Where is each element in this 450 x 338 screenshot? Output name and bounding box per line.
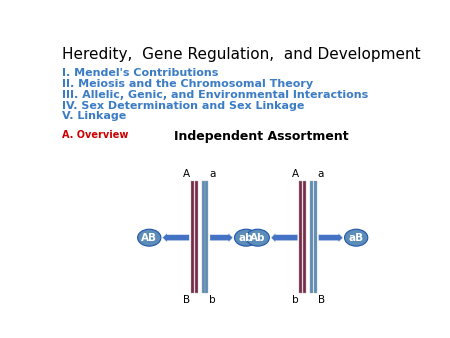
Text: a: a: [209, 169, 216, 179]
Text: I. Mendel's Contributions: I. Mendel's Contributions: [63, 68, 219, 78]
Text: IV. Sex Determination and Sex Linkage: IV. Sex Determination and Sex Linkage: [63, 101, 305, 111]
Text: a: a: [318, 169, 324, 179]
Text: Heredity,  Gene Regulation,  and Development: Heredity, Gene Regulation, and Developme…: [63, 47, 421, 62]
Bar: [191, 182, 194, 293]
Text: V. Linkage: V. Linkage: [63, 112, 127, 121]
FancyArrow shape: [319, 233, 343, 242]
Text: Ab: Ab: [250, 233, 266, 243]
Text: Independent Assortment: Independent Assortment: [174, 130, 349, 143]
Ellipse shape: [246, 229, 270, 246]
FancyArrow shape: [271, 233, 298, 242]
Text: A: A: [183, 169, 190, 179]
Text: B: B: [318, 295, 325, 305]
Text: AB: AB: [141, 233, 157, 243]
FancyArrow shape: [162, 233, 189, 242]
Text: b: b: [209, 295, 216, 305]
Text: II. Meiosis and the Chromosomal Theory: II. Meiosis and the Chromosomal Theory: [63, 79, 314, 89]
Text: B: B: [183, 295, 190, 305]
Ellipse shape: [234, 229, 258, 246]
FancyArrow shape: [210, 233, 233, 242]
Bar: [194, 182, 198, 293]
Ellipse shape: [345, 229, 368, 246]
Bar: [205, 182, 208, 293]
Bar: [202, 182, 205, 293]
Text: A. Overview: A. Overview: [63, 130, 129, 140]
Bar: [303, 182, 306, 293]
Text: A: A: [292, 169, 299, 179]
Text: ab: ab: [239, 233, 253, 243]
Text: aB: aB: [349, 233, 364, 243]
Ellipse shape: [138, 229, 161, 246]
Text: III. Allelic, Genic, and Environmental Interactions: III. Allelic, Genic, and Environmental I…: [63, 90, 369, 100]
Text: b: b: [292, 295, 299, 305]
Bar: [299, 182, 302, 293]
Bar: [314, 182, 317, 293]
Bar: [310, 182, 313, 293]
